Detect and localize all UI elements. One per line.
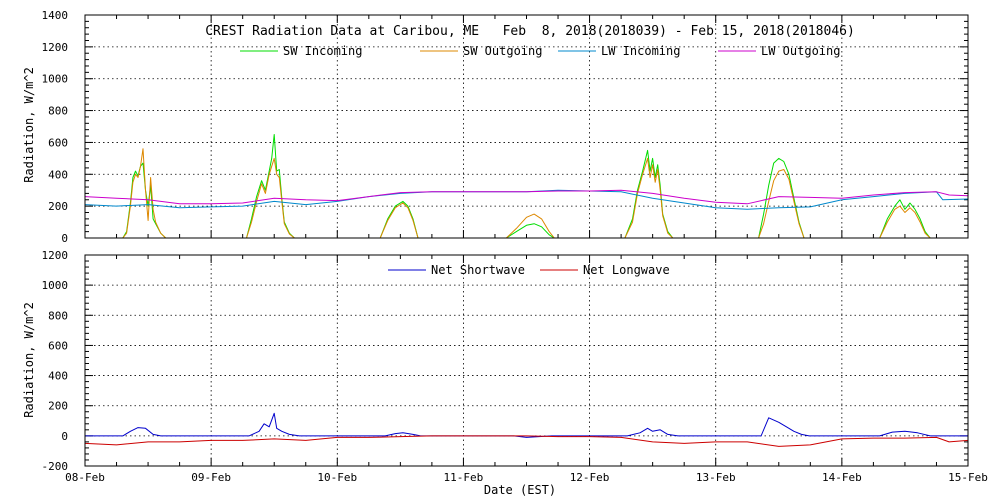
- top-panel-frame: [84, 14, 969, 239]
- y-tick-label: 800: [48, 105, 68, 118]
- legend-label-lw-outgoing: LW Outgoing: [761, 44, 840, 58]
- x-tick-label: 14-Feb: [822, 471, 862, 484]
- y-tick-label: 200: [48, 400, 68, 413]
- y-tick-label: 400: [48, 370, 68, 383]
- series-line-sw-outgoing: [85, 148, 968, 239]
- x-tick-label: 08-Feb: [65, 471, 105, 484]
- series-line-lw-outgoing: [84, 189, 969, 205]
- chart-title: CREST Radiation Data at Caribou, ME Feb …: [205, 24, 855, 39]
- x-tick-label: 15-Feb: [948, 471, 988, 484]
- x-tick-label: 13-Feb: [696, 471, 736, 484]
- y-tick-label: 0: [61, 430, 68, 443]
- top-panel: 0 200 400 600 800 1000 1200 1400 CREST Radiatio…: [22, 9, 969, 245]
- y-tick-label: 600: [48, 339, 68, 352]
- y-tick-label: 1200: [42, 249, 69, 262]
- legend-label-net-shortwave: Net Shortwave: [431, 263, 525, 277]
- bottom-panel-frame: [84, 254, 969, 467]
- y-tick-label: 1400: [42, 9, 69, 22]
- series-line-net-shortwave: [85, 412, 968, 438]
- y-tick-label: 400: [48, 168, 68, 181]
- y-tick-label: 600: [48, 136, 68, 149]
- x-tick-label: 09-Feb: [191, 471, 231, 484]
- legend-label-net-longwave: Net Longwave: [583, 263, 670, 277]
- y-tick-label: 1200: [42, 41, 69, 54]
- series-line-net-longwave: [84, 435, 969, 447]
- y-tick-label: 1000: [42, 73, 69, 86]
- x-axis-title: Date (EST): [484, 483, 556, 497]
- y-tick-label: -200: [42, 460, 69, 473]
- y-tick-label: 0: [61, 232, 68, 245]
- legend-label-lw-incoming: LW Incoming: [601, 44, 680, 58]
- top-y-axis-title: Radiation, W/m^2: [22, 67, 36, 183]
- x-tick-label: 10-Feb: [317, 471, 357, 484]
- y-tick-label: 1000: [42, 279, 69, 292]
- legend-label-sw-incoming: SW Incoming: [283, 44, 362, 58]
- series-line-sw-incoming: [85, 134, 968, 239]
- legend-label-sw-outgoing: SW Outgoing: [463, 44, 542, 58]
- bottom-y-axis-title: Radiation, W/m^2: [22, 302, 36, 418]
- y-tick-label: 800: [48, 309, 68, 322]
- x-tick-label: 12-Feb: [570, 471, 610, 484]
- x-tick-label: 11-Feb: [444, 471, 484, 484]
- y-tick-label: 200: [48, 200, 68, 213]
- bottom-panel: 08-Feb 09-Feb 10-Feb 11-Feb 12-Feb 13-Feb 14-F…: [22, 249, 988, 497]
